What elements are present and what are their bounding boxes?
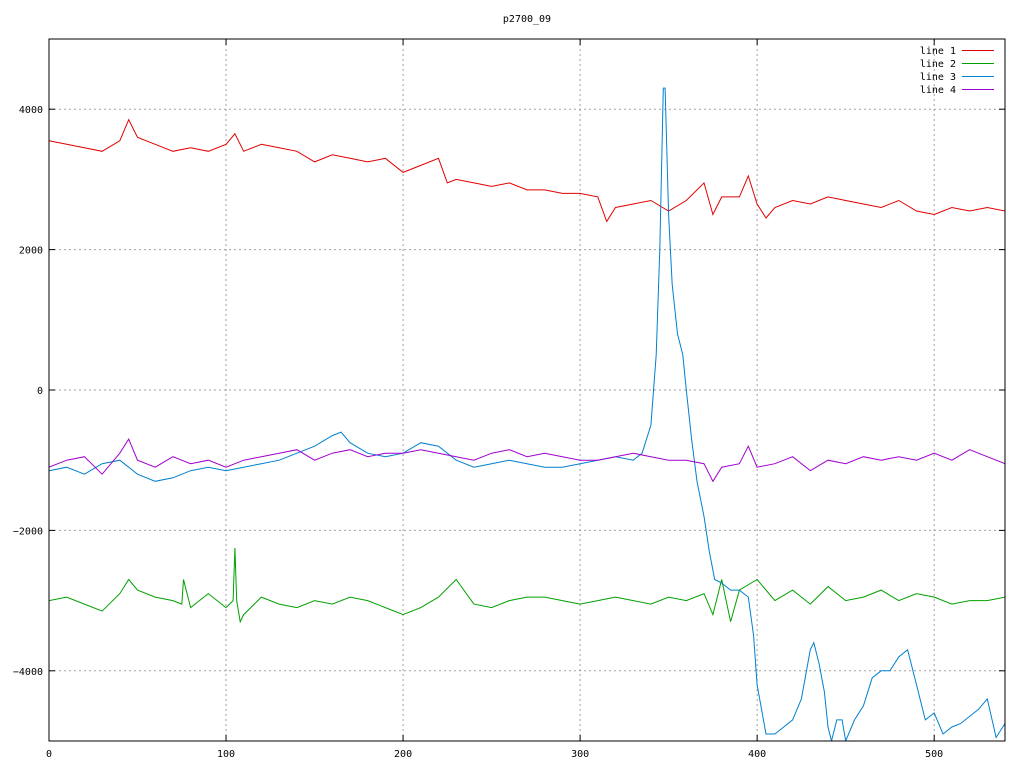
series-2-line	[49, 547, 1005, 624]
y-tick-label: 4000	[19, 105, 43, 116]
x-tick-label: 0	[46, 749, 52, 760]
series-3-line	[49, 87, 1005, 741]
legend-label: line 3	[920, 72, 956, 83]
series-1-line	[49, 118, 1005, 223]
y-tick-label: −2000	[13, 526, 43, 537]
x-tick-label: 500	[925, 749, 943, 760]
legend-label: line 4	[920, 85, 956, 96]
series-4-line	[49, 438, 1005, 483]
legend-label: line 1	[920, 46, 956, 57]
series-lines	[49, 87, 1005, 741]
grid	[49, 39, 1005, 741]
x-tick-label: 400	[748, 749, 766, 760]
x-tick-label: 100	[217, 749, 235, 760]
axis-ticks: 0 100 200 300 400 500 −4000 −2000 0 2000 4000	[13, 39, 1005, 760]
legend-label: line 2	[920, 59, 956, 70]
y-tick-label: 0	[37, 386, 43, 397]
y-tick-label: −4000	[13, 667, 43, 678]
chart-title: p2700_09	[503, 14, 551, 25]
legend: line 1 line 2 line 3 line 4	[920, 46, 994, 96]
x-tick-label: 200	[394, 749, 412, 760]
plot-frame	[48, 38, 1006, 742]
y-tick-label: 2000	[19, 246, 43, 257]
x-tick-label: 300	[571, 749, 589, 760]
